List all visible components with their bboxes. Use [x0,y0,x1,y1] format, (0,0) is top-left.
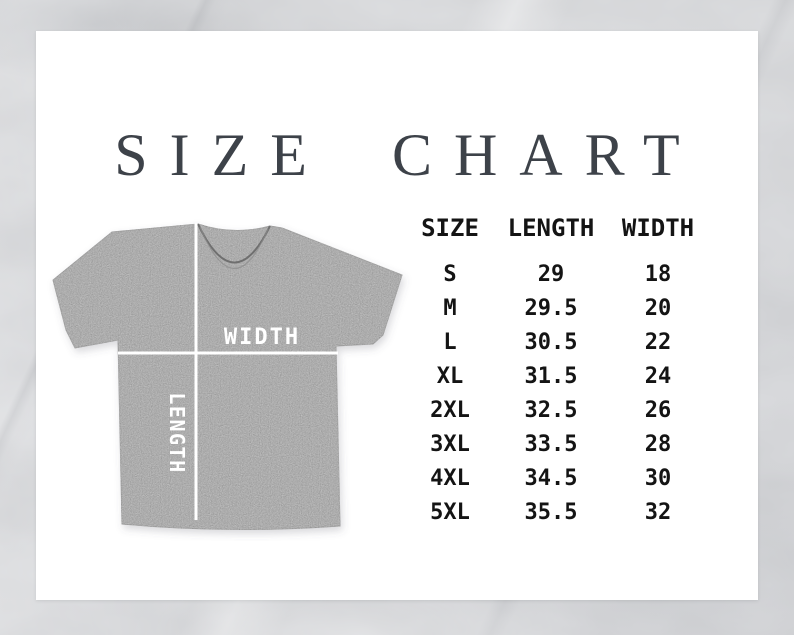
cell-size: 4XL [430,466,470,491]
length-label: LENGTH [165,392,189,473]
cell-size: XL [436,364,464,389]
table-row: 5XL 35.5 32 [404,496,710,530]
size-chart-card: SIZE CHART [36,31,758,600]
cell-length: 30.5 [524,330,578,355]
cell-length: 34.5 [524,466,578,491]
width-label: WIDTH [224,325,300,350]
cell-size: S [443,262,457,287]
cell-length: 29 [537,262,565,287]
cell-size: 5XL [430,500,470,525]
table-row: 3XL 33.5 28 [404,428,710,462]
table-row: S 29 18 [404,258,710,292]
size-table: SIZE LENGTH WIDTH S 29 18 M 29.5 20 L 30… [404,213,710,530]
cell-width: 18 [644,262,672,287]
cell-size: 2XL [430,398,470,423]
cell-width: 22 [644,330,672,355]
cell-width: 30 [644,466,672,491]
size-table-body: S 29 18 M 29.5 20 L 30.5 22 XL 31.5 24 2… [404,258,710,530]
column-header-length: LENGTH [507,214,595,242]
table-row: 2XL 32.5 26 [404,394,710,428]
cell-size: 3XL [430,432,470,457]
collar-inner-seam [199,226,269,270]
cell-size: M [443,296,457,321]
table-row: L 30.5 22 [404,326,710,360]
column-header-width: WIDTH [621,214,695,242]
cell-width: 32 [644,500,672,525]
tshirt-graphic: WIDTH LENGTH [46,211,416,541]
collar-seam [197,223,271,264]
size-table-header: SIZE LENGTH WIDTH [404,213,710,243]
cell-width: 24 [644,364,672,389]
column-header-size: SIZE [421,214,479,242]
page-title: SIZE CHART [114,122,702,188]
table-row: 4XL 34.5 30 [404,462,710,496]
cell-length: 32.5 [524,398,578,423]
cell-length: 29.5 [524,296,578,321]
cell-size: L [443,330,457,355]
cell-length: 33.5 [524,432,578,457]
cell-length: 35.5 [524,500,578,525]
table-row: XL 31.5 24 [404,360,710,394]
tshirt-silhouette [52,223,403,531]
cell-length: 31.5 [524,364,578,389]
cell-width: 28 [644,432,672,457]
table-row: M 29.5 20 [404,292,710,326]
cell-width: 26 [644,398,672,423]
cell-width: 20 [644,296,672,321]
